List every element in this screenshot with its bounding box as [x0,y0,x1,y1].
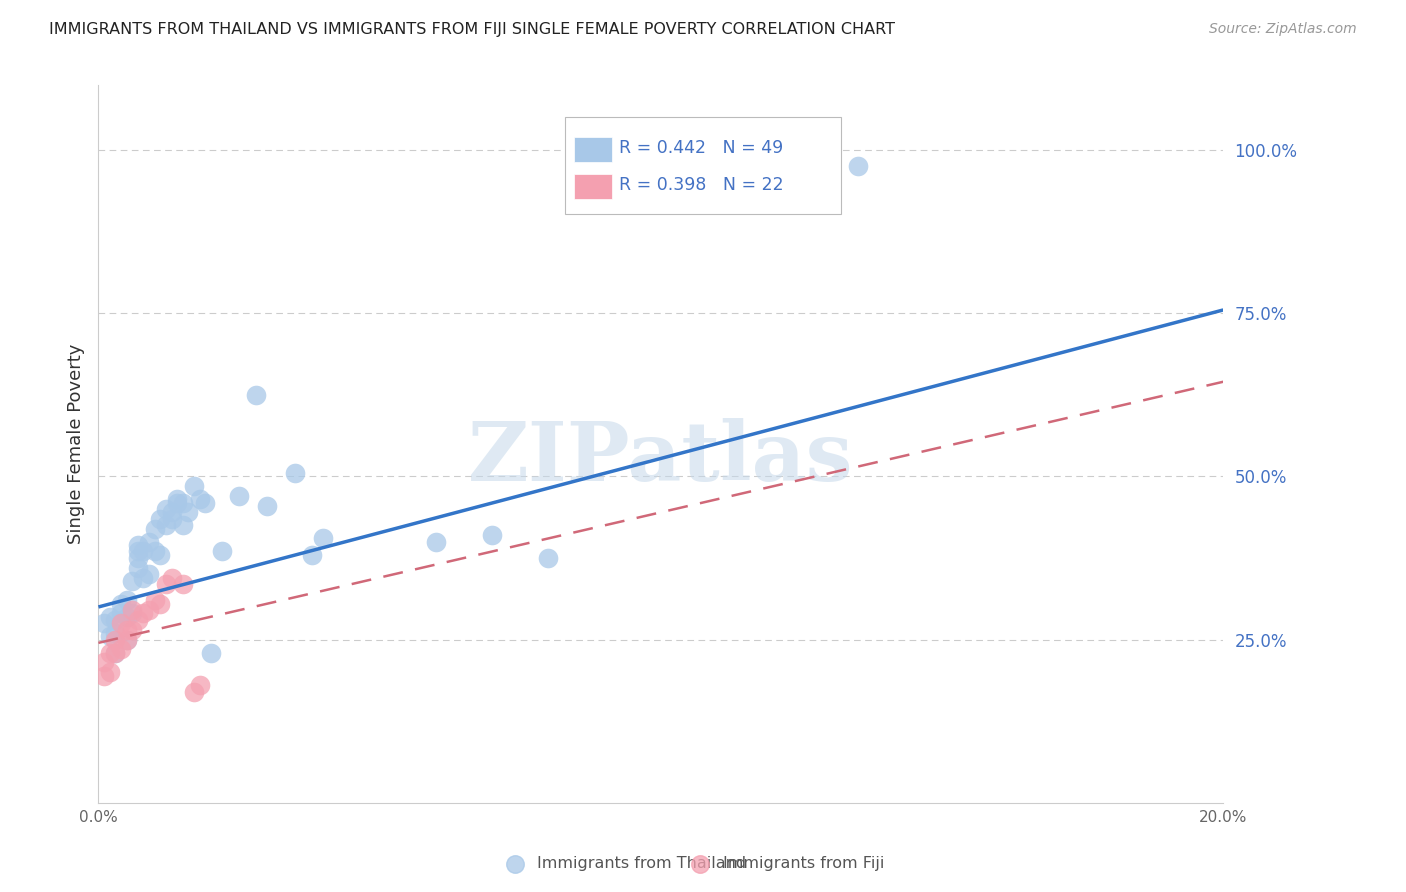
Point [104,632,127,647]
Point [127,551,149,566]
Point [115,632,138,647]
Text: R = 0.442   N = 49: R = 0.442 N = 49 [619,139,783,157]
Text: Immigrants from Fiji: Immigrants from Fiji [723,856,884,871]
Point [172,495,194,509]
Point [121,574,143,588]
Point [143,544,166,558]
FancyBboxPatch shape [574,137,613,161]
Point [110,616,132,631]
Text: Source: ZipAtlas.com: Source: ZipAtlas.com [1209,22,1357,37]
Text: ZIPatlas: ZIPatlas [468,418,853,498]
Point [98,629,121,643]
Point [228,489,250,503]
Point [256,499,278,513]
Point [166,495,188,509]
Point [155,518,177,533]
Point [172,518,194,533]
Point [115,593,138,607]
Point [93,668,115,682]
Point [188,678,211,692]
Point [160,571,183,585]
Point [127,613,149,627]
Point [115,632,138,647]
Point [284,466,307,480]
Point [160,512,183,526]
Point [143,593,166,607]
Text: Immigrants from Thailand: Immigrants from Thailand [537,856,747,871]
Text: R = 0.398   N = 22: R = 0.398 N = 22 [619,177,783,194]
Point [132,607,155,621]
Point [425,534,447,549]
Point [132,544,155,558]
Point [115,623,138,637]
Point [846,159,869,173]
Point [183,479,205,493]
FancyBboxPatch shape [565,117,841,214]
Point [183,685,205,699]
Point [194,495,217,509]
Point [149,597,172,611]
Point [121,623,143,637]
Point [110,607,132,621]
Point [138,534,160,549]
Point [537,551,560,566]
Point [127,538,149,552]
Point [110,597,132,611]
Text: IMMIGRANTS FROM THAILAND VS IMMIGRANTS FROM FIJI SINGLE FEMALE POVERTY CORRELATI: IMMIGRANTS FROM THAILAND VS IMMIGRANTS F… [49,22,896,37]
Point [115,609,138,624]
Point [110,642,132,657]
Point [104,613,127,627]
Point [121,603,143,617]
Point [166,492,188,507]
Point [143,522,166,536]
Point [245,388,267,402]
Point [160,505,183,519]
Point [149,512,172,526]
Point [104,646,127,660]
Point [98,646,121,660]
Point [177,505,200,519]
Point [121,607,143,621]
FancyBboxPatch shape [574,175,613,199]
Point [155,502,177,516]
Point [172,577,194,591]
Point [301,548,323,562]
Point [127,544,149,558]
Point [138,567,160,582]
Point [127,561,149,575]
Point [98,665,121,680]
Point [104,626,127,640]
Point [93,616,115,631]
Point [93,656,115,670]
Point [211,544,233,558]
Point [132,571,155,585]
Point [149,548,172,562]
Point [481,528,503,542]
Point [188,492,211,507]
Point [155,577,177,591]
Point [312,532,335,546]
Point [98,609,121,624]
Point [200,646,222,660]
Y-axis label: Single Female Poverty: Single Female Poverty [66,343,84,544]
Point [138,603,160,617]
Point [104,646,127,660]
